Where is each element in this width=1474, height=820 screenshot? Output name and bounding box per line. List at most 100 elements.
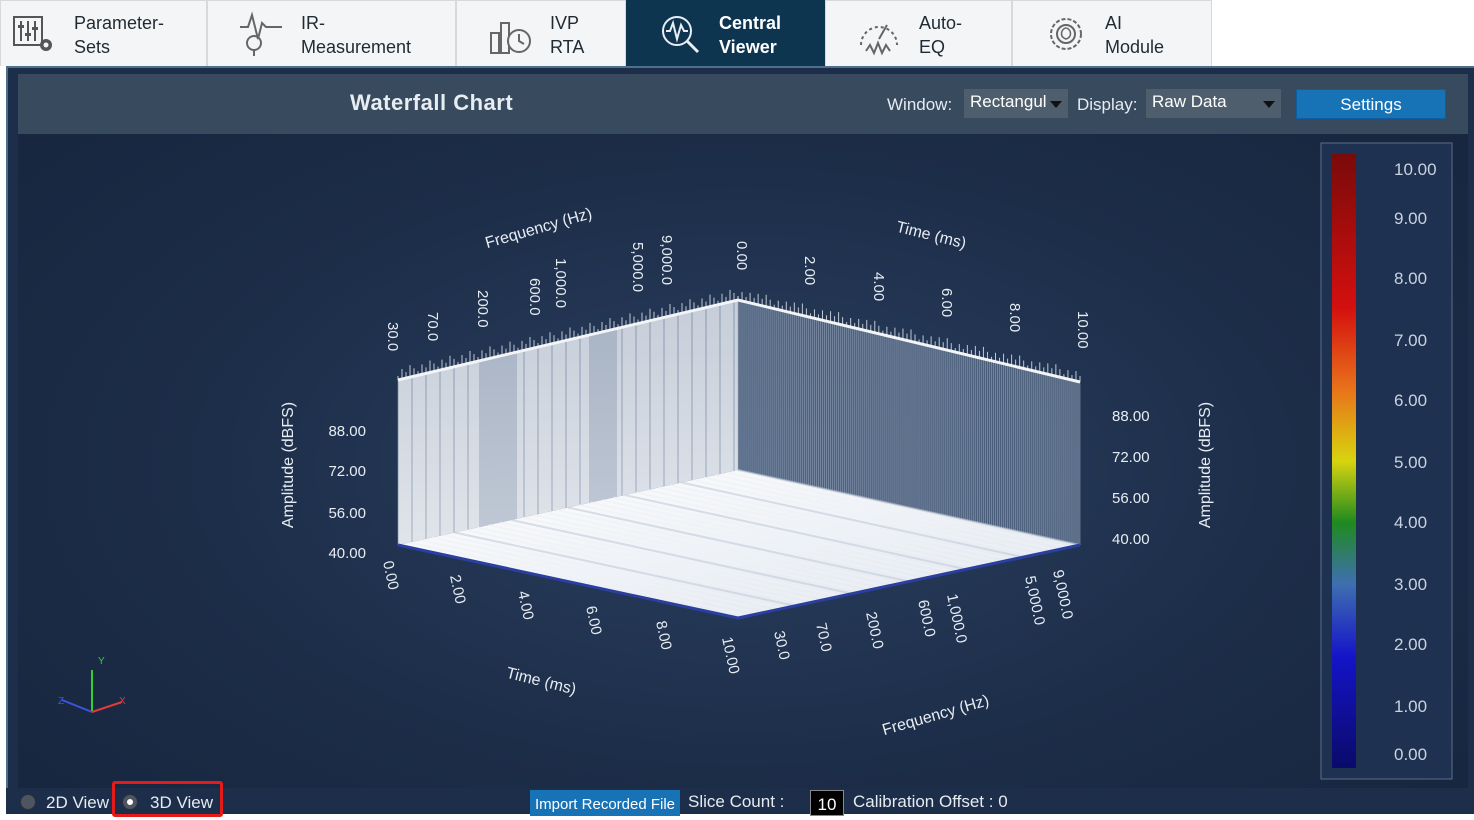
colorbar-tick-label: 6.00 — [1394, 391, 1427, 410]
floor-lines — [397, 469, 1081, 619]
freq-tick-top-30: 30.0 — [384, 322, 401, 351]
settings-button[interactable]: Settings — [1296, 89, 1446, 119]
auto-eq-icon — [860, 24, 898, 56]
window-dropdown[interactable]: Rectangul — [964, 89, 1068, 118]
tab-ivp-rta-label-1: IVP — [550, 13, 580, 33]
colorbar-tick-label: 5.00 — [1394, 453, 1427, 472]
floor-line — [613, 496, 955, 573]
tab-parameter-sets-label-2: Sets — [74, 37, 111, 57]
display-dropdown[interactable]: Raw Data — [1146, 89, 1281, 118]
slice-count-input[interactable]: 10 — [810, 790, 844, 816]
time-tick-top-8: 8.00 — [1006, 303, 1023, 332]
freq-tick-bottom-600: 600.0 — [914, 598, 938, 638]
radio-2d-view[interactable] — [20, 794, 36, 810]
central-viewer-icon — [662, 16, 700, 54]
tab-ir-measurement-label-1: IR- — [301, 13, 325, 33]
tab-ir-measurement[interactable]: IR- Measurement — [207, 0, 456, 66]
chevron-down-icon — [1263, 101, 1275, 108]
floor-line — [737, 469, 1081, 546]
time-tick-top-4: 4.00 — [870, 272, 887, 301]
waterfall-3d-plot[interactable]: Frequency (Hz) Time (ms) Amplitude (dBFS… — [0, 134, 1300, 784]
tab-auto-eq-label-1: Auto- — [919, 13, 963, 33]
time-tick-bottom-4: 4.00 — [514, 589, 537, 621]
colorbar-tick-label: 7.00 — [1394, 331, 1427, 350]
calibration-offset-label: Calibration Offset : 0 — [853, 792, 1008, 811]
window-label: Window: — [887, 95, 953, 114]
tab-ir-measurement-label-2: Measurement — [301, 37, 412, 57]
floor-line — [624, 494, 967, 571]
gizmo-z-label: Z — [58, 696, 64, 707]
tab-ai-module-label-1: AI — [1105, 13, 1123, 33]
label-3d-view[interactable]: 3D View — [150, 793, 213, 812]
colorbar-tick-label: 2.00 — [1394, 635, 1427, 654]
time-tick-top-2: 2.00 — [801, 256, 818, 285]
amp-tick-right-56: 56.00 — [1112, 490, 1150, 507]
time-tick-bottom-6: 6.00 — [582, 604, 605, 636]
floor-line — [431, 536, 773, 612]
floor-line — [454, 531, 796, 607]
floor-line — [658, 486, 1001, 564]
freq-tick-bottom-5000: 5,000.0 — [1021, 574, 1048, 626]
orientation-axes-icon: Y X Z — [58, 656, 126, 713]
tab-bar: Parameter- Sets IR- Measurement IVP RTA Cen… — [0, 0, 1474, 66]
floor-line — [465, 529, 807, 605]
chart-title: Waterfall Chart — [350, 90, 514, 115]
amp-tick-left-88: 88.00 — [328, 423, 366, 440]
freq-tick-top-1000: 1,000.0 — [552, 258, 569, 308]
top-back-edge — [397, 298, 1081, 384]
tab-parameter-sets[interactable]: Parameter- Sets — [0, 0, 207, 66]
floor-line — [499, 521, 841, 598]
floor-line — [647, 489, 990, 566]
colorbar-tick-label: 4.00 — [1394, 513, 1427, 532]
tab-auto-eq[interactable]: Auto- EQ — [825, 0, 1012, 66]
freq-tick-top-5000: 5,000.0 — [629, 242, 646, 292]
freq-tick-top-600: 600.0 — [526, 278, 543, 316]
floor-line — [669, 484, 1012, 561]
ai-module-icon — [1050, 18, 1082, 50]
window-dropdown-value: Rectangul — [970, 92, 1047, 111]
label-2d-view[interactable]: 2D View — [46, 793, 109, 812]
tab-ai-module-label-2: Module — [1105, 37, 1165, 57]
display-dropdown-value: Raw Data — [1152, 92, 1227, 111]
amp-tick-left-72: 72.00 — [328, 463, 366, 480]
tab-ai-module[interactable]: AI Module — [1012, 0, 1212, 66]
colorbar-tick-label: 0.00 — [1394, 745, 1427, 764]
floor-line — [533, 514, 876, 590]
time-tick-bottom-0: 0.00 — [379, 559, 402, 591]
bottom-bar — [6, 788, 1474, 814]
freq-tick-top-9000: 9,000.0 — [658, 235, 675, 285]
tab-auto-eq-label-2: EQ — [919, 37, 946, 57]
tab-central-viewer[interactable]: Central Viewer — [626, 0, 825, 66]
floor-line — [635, 491, 978, 568]
tab-ivp-rta[interactable]: IVP RTA — [456, 0, 626, 66]
amp-tick-right-88: 88.00 — [1112, 408, 1150, 425]
floor-line — [488, 524, 830, 600]
floor-line — [692, 479, 1035, 556]
time-axis-label-top: Time (ms) — [894, 219, 967, 253]
radio-3d-view[interactable] — [122, 794, 138, 810]
time-tick-top-6: 6.00 — [938, 288, 955, 317]
freq-tick-bottom-9000: 9,000.0 — [1049, 568, 1076, 620]
floor-line — [443, 534, 784, 610]
import-recorded-file-button[interactable]: Import Recorded File — [530, 790, 680, 816]
colorbar-tick-label: 1.00 — [1394, 697, 1427, 716]
ivp-rta-icon — [490, 22, 531, 54]
selection-highlight — [112, 781, 223, 817]
freq-axis-label-top: Frequency (Hz) — [483, 205, 594, 252]
right-wall-lines — [737, 291, 1081, 545]
floor-line — [567, 506, 910, 583]
display-label: Display: — [1077, 95, 1138, 114]
slice-count-label: Slice Count : — [688, 792, 785, 811]
colorbar-tick-label: 9.00 — [1394, 209, 1427, 228]
floor-line — [715, 474, 1058, 551]
time-tick-top-0: 0.00 — [733, 241, 750, 270]
tab-parameter-sets-label-1: Parameter- — [74, 13, 165, 33]
colorbar-tick-label: 8.00 — [1394, 269, 1427, 288]
freq-tick-bottom-200: 200.0 — [862, 610, 886, 650]
freq-axis-label-bottom: Frequency (Hz) — [880, 692, 991, 739]
gizmo-x-label: X — [119, 696, 126, 707]
freq-tick-top-200: 200.0 — [474, 290, 491, 328]
floor-line — [522, 516, 864, 593]
floor-right-edge — [737, 543, 1081, 620]
floor-line — [420, 539, 762, 615]
